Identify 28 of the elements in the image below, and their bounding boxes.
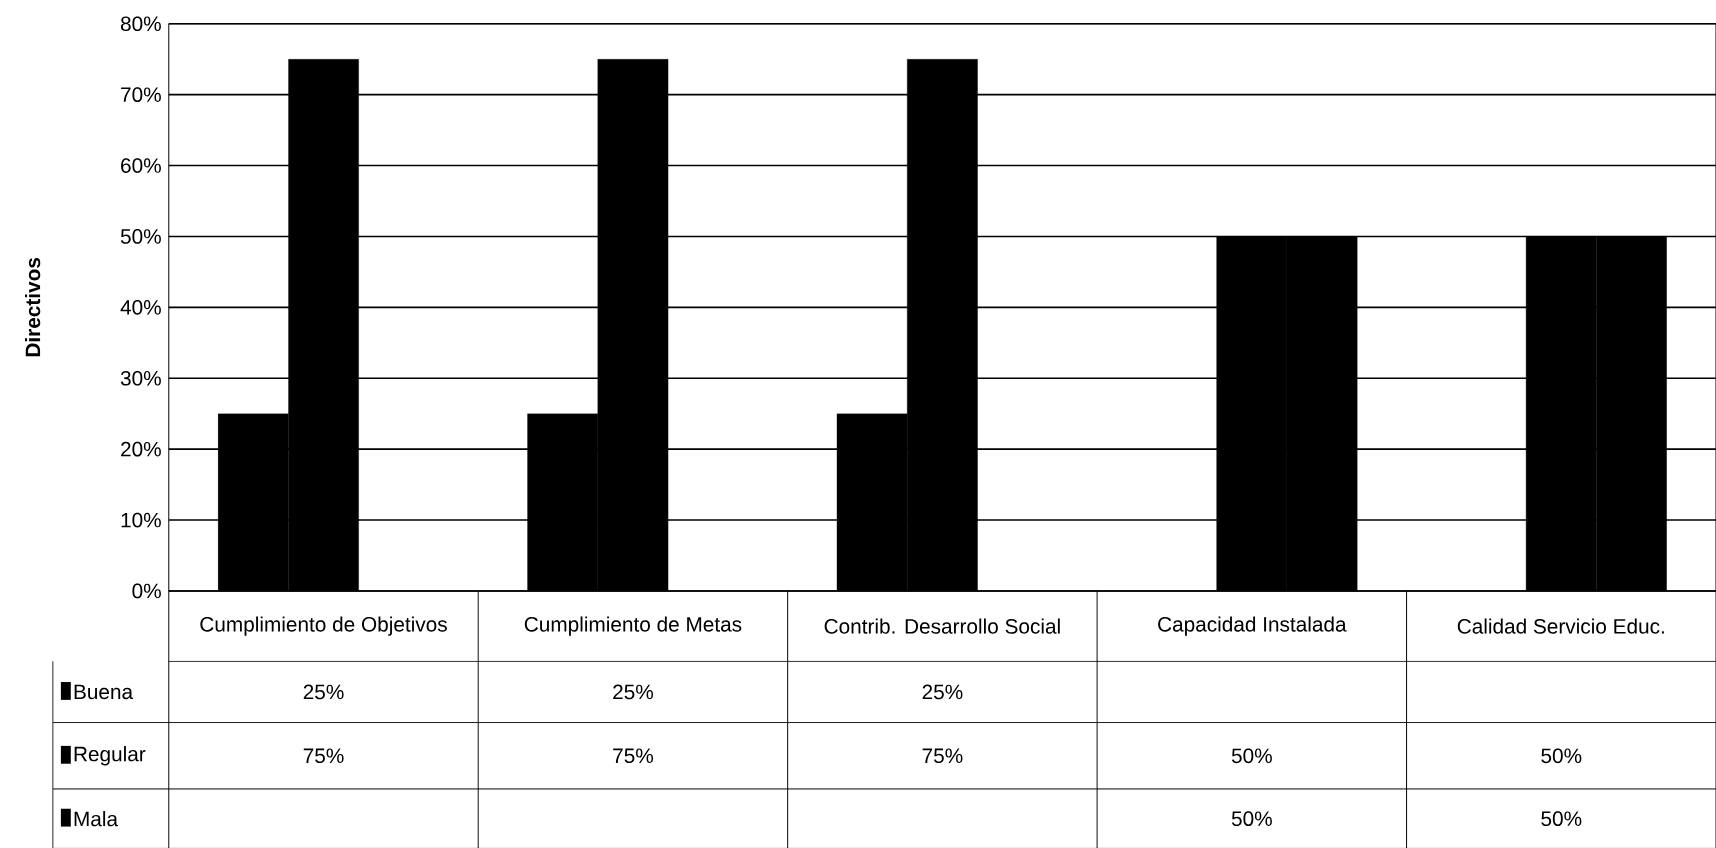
- x-tick-label: Cumplimiento de Objetivos: [200, 616, 447, 636]
- data-label: 75%: [613, 748, 654, 763]
- y-tick-label: 30%: [120, 370, 161, 386]
- data-label: 75%: [922, 748, 963, 763]
- legend-label: Buena: [74, 684, 134, 700]
- x-tick-label: Contrib. Desarrollo Social: [824, 618, 1060, 634]
- data-label: 50%: [1231, 811, 1272, 826]
- y-tick-label: 40%: [120, 299, 161, 315]
- data-label: 25%: [922, 684, 963, 700]
- y-tick-label: 50%: [120, 228, 161, 244]
- data-label: 50%: [1541, 748, 1582, 763]
- x-tick-label: Calidad Servicio Educ.: [1457, 618, 1664, 634]
- legend-label: Regular: [74, 745, 146, 766]
- data-label: 75%: [303, 748, 344, 763]
- legend-label: Mala: [74, 810, 119, 827]
- data-label: 25%: [303, 684, 344, 700]
- y-tick-label: 20%: [121, 441, 161, 457]
- data-label: 50%: [1231, 748, 1272, 763]
- y-tick-label: 70%: [121, 87, 161, 102]
- x-tick-label: Capacidad Instalada: [1158, 616, 1347, 636]
- y-tick-label: 60%: [121, 158, 161, 173]
- data-label: 25%: [613, 684, 654, 700]
- x-tick-label: Cumplimiento de Metas: [524, 616, 742, 636]
- y-tick-label: 10%: [121, 512, 161, 528]
- y-tick-label: 0%: [132, 583, 161, 599]
- data-label: 50%: [1541, 811, 1582, 826]
- y-tick-label: 80%: [120, 16, 161, 31]
- y-axis-title: Directivos: [25, 257, 41, 357]
